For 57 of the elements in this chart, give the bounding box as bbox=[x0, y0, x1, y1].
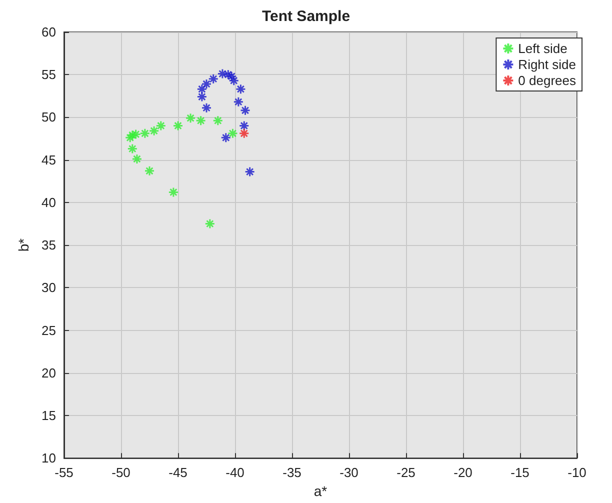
y-tick-label: 60 bbox=[42, 24, 56, 40]
point bbox=[204, 218, 216, 229]
y-tick-label: 55 bbox=[42, 67, 56, 82]
point bbox=[240, 105, 251, 116]
x-tick-label: -50 bbox=[112, 465, 130, 480]
point bbox=[227, 128, 238, 139]
point bbox=[212, 115, 224, 126]
point bbox=[132, 154, 142, 164]
y-tick-label: 45 bbox=[42, 152, 56, 168]
point bbox=[208, 74, 219, 84]
y-tick-label: 30 bbox=[42, 280, 56, 296]
legend-label: 0 degrees bbox=[518, 73, 576, 88]
point bbox=[233, 96, 244, 108]
x-tick-label: -25 bbox=[396, 465, 416, 480]
point bbox=[196, 115, 206, 126]
y-axis-title: b* bbox=[16, 238, 32, 252]
point bbox=[201, 78, 212, 90]
x-tick-label: -30 bbox=[340, 465, 358, 480]
y-tick-label: 10 bbox=[42, 450, 56, 466]
y-tick-label: 35 bbox=[42, 238, 56, 253]
x-tick-label: -15 bbox=[510, 465, 530, 480]
x-tick-label: -55 bbox=[54, 465, 74, 480]
point bbox=[140, 128, 150, 139]
legend-label: Left side bbox=[518, 41, 568, 56]
point bbox=[196, 92, 208, 102]
chart-title: Tent Sample bbox=[262, 8, 350, 25]
point bbox=[228, 75, 240, 86]
point bbox=[220, 132, 232, 143]
point bbox=[238, 120, 250, 131]
x-tick-label: -10 bbox=[568, 465, 586, 480]
y-tick-label: 25 bbox=[42, 322, 56, 338]
point bbox=[185, 112, 196, 124]
y-tick-label: 50 bbox=[42, 110, 56, 125]
point bbox=[124, 132, 136, 143]
x-tick-label: -40 bbox=[226, 465, 244, 480]
point bbox=[127, 130, 138, 140]
legend-label: Right side bbox=[518, 57, 576, 72]
y-tick-label: 40 bbox=[42, 194, 56, 210]
point bbox=[196, 84, 208, 94]
point bbox=[148, 126, 160, 136]
point bbox=[238, 128, 250, 139]
x-tick-label: -35 bbox=[282, 465, 302, 480]
point bbox=[201, 102, 212, 114]
point bbox=[172, 120, 184, 131]
y-tick-label: 20 bbox=[42, 365, 56, 380]
point bbox=[130, 129, 142, 140]
point bbox=[226, 71, 237, 82]
point bbox=[156, 120, 166, 131]
y-tick-label: 15 bbox=[42, 408, 56, 423]
point bbox=[168, 186, 179, 198]
point bbox=[244, 166, 256, 178]
point bbox=[235, 84, 246, 94]
point bbox=[127, 144, 138, 154]
point bbox=[144, 166, 155, 176]
x-tick-label: -20 bbox=[454, 465, 472, 480]
x-tick-label: -45 bbox=[168, 465, 188, 480]
x-axis-title: a* bbox=[314, 483, 328, 499]
